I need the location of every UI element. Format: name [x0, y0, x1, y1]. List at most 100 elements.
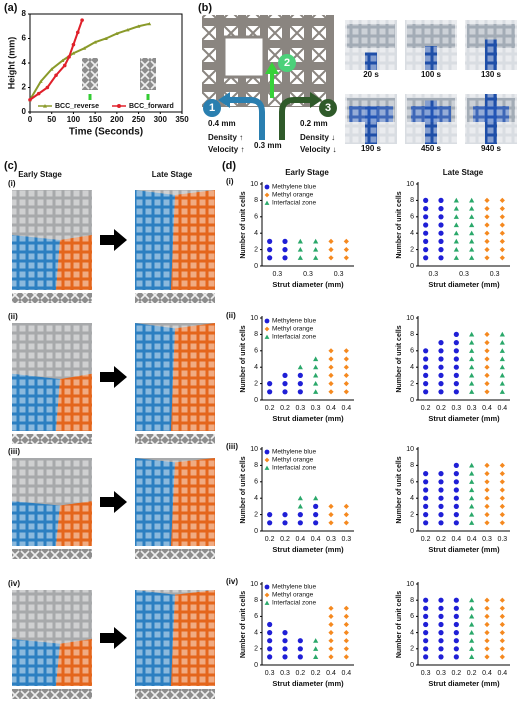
y-tick-label: 10	[406, 315, 414, 322]
marker	[484, 597, 490, 603]
marker	[423, 348, 429, 354]
y-axis-label: Number of unit cells	[240, 325, 247, 392]
marker	[328, 348, 334, 354]
legend-marker	[264, 592, 270, 598]
marker	[438, 372, 444, 378]
marker	[282, 511, 288, 518]
y-tick-label: 8	[410, 197, 414, 204]
y-tick-label: 8	[410, 462, 414, 469]
x-tick-label: 0.3	[467, 405, 477, 412]
note: Density ↑	[208, 133, 243, 142]
y-tick-label: 10	[250, 315, 258, 322]
marker	[469, 255, 475, 260]
marker	[438, 503, 444, 509]
marker	[45, 85, 50, 90]
plot-frame	[29, 13, 183, 113]
marker	[297, 503, 303, 509]
marker	[147, 22, 152, 26]
marker	[499, 255, 505, 261]
marker	[71, 42, 76, 47]
x-tick-label: 0.3	[497, 536, 507, 543]
x-tick-label: 0.3	[436, 670, 446, 677]
marker	[499, 654, 505, 660]
marker	[499, 372, 505, 378]
marker	[438, 222, 444, 228]
row-label: (iii)	[8, 447, 20, 456]
x-tick-label: 0.3	[451, 405, 461, 412]
marker	[328, 520, 334, 526]
marker	[423, 364, 429, 370]
marker	[438, 230, 444, 236]
marker	[423, 597, 429, 603]
legend-marker	[264, 184, 270, 190]
marker	[499, 197, 505, 203]
marker	[282, 238, 288, 244]
legend-marker	[264, 200, 270, 205]
arrow	[100, 366, 127, 388]
marker	[313, 503, 319, 509]
marker	[343, 356, 349, 362]
marker	[328, 372, 334, 378]
marker	[484, 462, 490, 468]
marker	[328, 605, 334, 611]
x-axis-label: Strut diameter (mm)	[272, 679, 344, 688]
marker	[484, 389, 490, 395]
y-tick-label: 2	[410, 646, 414, 653]
marker	[328, 255, 334, 261]
marker	[328, 638, 334, 644]
marker	[423, 247, 429, 253]
marker	[484, 638, 490, 644]
arrow	[100, 627, 127, 649]
marker	[453, 638, 459, 644]
circle-number: 3	[325, 102, 331, 114]
marker	[453, 331, 459, 337]
marker	[499, 638, 505, 644]
lattice-overlay	[12, 190, 92, 290]
note: Density ↓	[300, 133, 335, 142]
marker	[343, 646, 349, 652]
marker	[484, 381, 490, 387]
marker	[328, 389, 334, 395]
y-tick-label: 0	[410, 528, 414, 535]
legend-marker	[264, 318, 270, 324]
marker	[499, 495, 505, 501]
lattice-overlay	[12, 590, 92, 686]
marker	[484, 364, 490, 370]
marker	[343, 255, 349, 261]
marker	[423, 230, 429, 236]
x-tick-label: 0.3	[280, 670, 290, 677]
marker	[469, 512, 475, 517]
legend-marker	[264, 584, 270, 590]
lattice-strip	[12, 689, 92, 699]
marker	[343, 238, 349, 244]
x-tick-label: 0.3	[482, 536, 492, 543]
x-tick-label: 0.2	[421, 536, 431, 543]
marker	[423, 206, 429, 212]
y-axis-label: Number of unit cells	[240, 456, 247, 523]
marker	[499, 340, 505, 345]
marker	[469, 331, 475, 337]
time-label: 130 s	[481, 70, 502, 79]
marker	[343, 364, 349, 370]
legend-label: Methylene blue	[272, 318, 316, 325]
marker	[267, 238, 273, 244]
stage-title: Late Stage	[443, 168, 484, 177]
y-tick-label: 6	[22, 34, 27, 43]
marker	[343, 605, 349, 611]
marker	[469, 487, 475, 493]
marker	[313, 654, 319, 659]
marker	[499, 389, 505, 394]
marker	[469, 597, 475, 603]
marker	[136, 24, 141, 28]
marker	[453, 471, 459, 477]
marker	[93, 40, 97, 44]
marker	[453, 487, 459, 493]
y-axis-label: Number of unit cells	[396, 591, 403, 658]
marker	[469, 646, 475, 651]
marker	[469, 206, 475, 211]
marker	[484, 621, 490, 628]
marker	[423, 654, 429, 660]
marker	[499, 646, 505, 652]
marker	[313, 511, 319, 518]
marker	[484, 206, 490, 212]
